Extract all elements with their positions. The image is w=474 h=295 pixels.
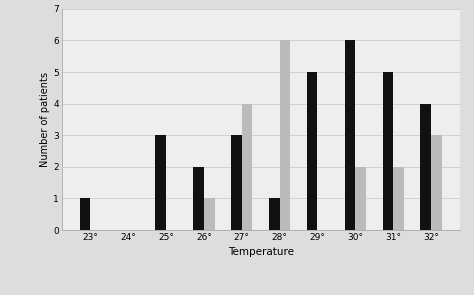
Bar: [280, 40, 290, 230]
Bar: [393, 167, 404, 230]
Bar: [193, 167, 204, 230]
Bar: [345, 40, 356, 230]
Bar: [356, 167, 366, 230]
Y-axis label: Number of patients: Number of patients: [40, 72, 50, 167]
Bar: [80, 199, 91, 230]
Bar: [231, 135, 242, 230]
Bar: [155, 135, 166, 230]
Bar: [242, 104, 252, 230]
Bar: [420, 104, 431, 230]
Bar: [204, 199, 215, 230]
Bar: [269, 199, 280, 230]
Bar: [307, 72, 318, 230]
Bar: [431, 135, 442, 230]
Bar: [383, 72, 393, 230]
X-axis label: Temperature: Temperature: [228, 248, 294, 258]
